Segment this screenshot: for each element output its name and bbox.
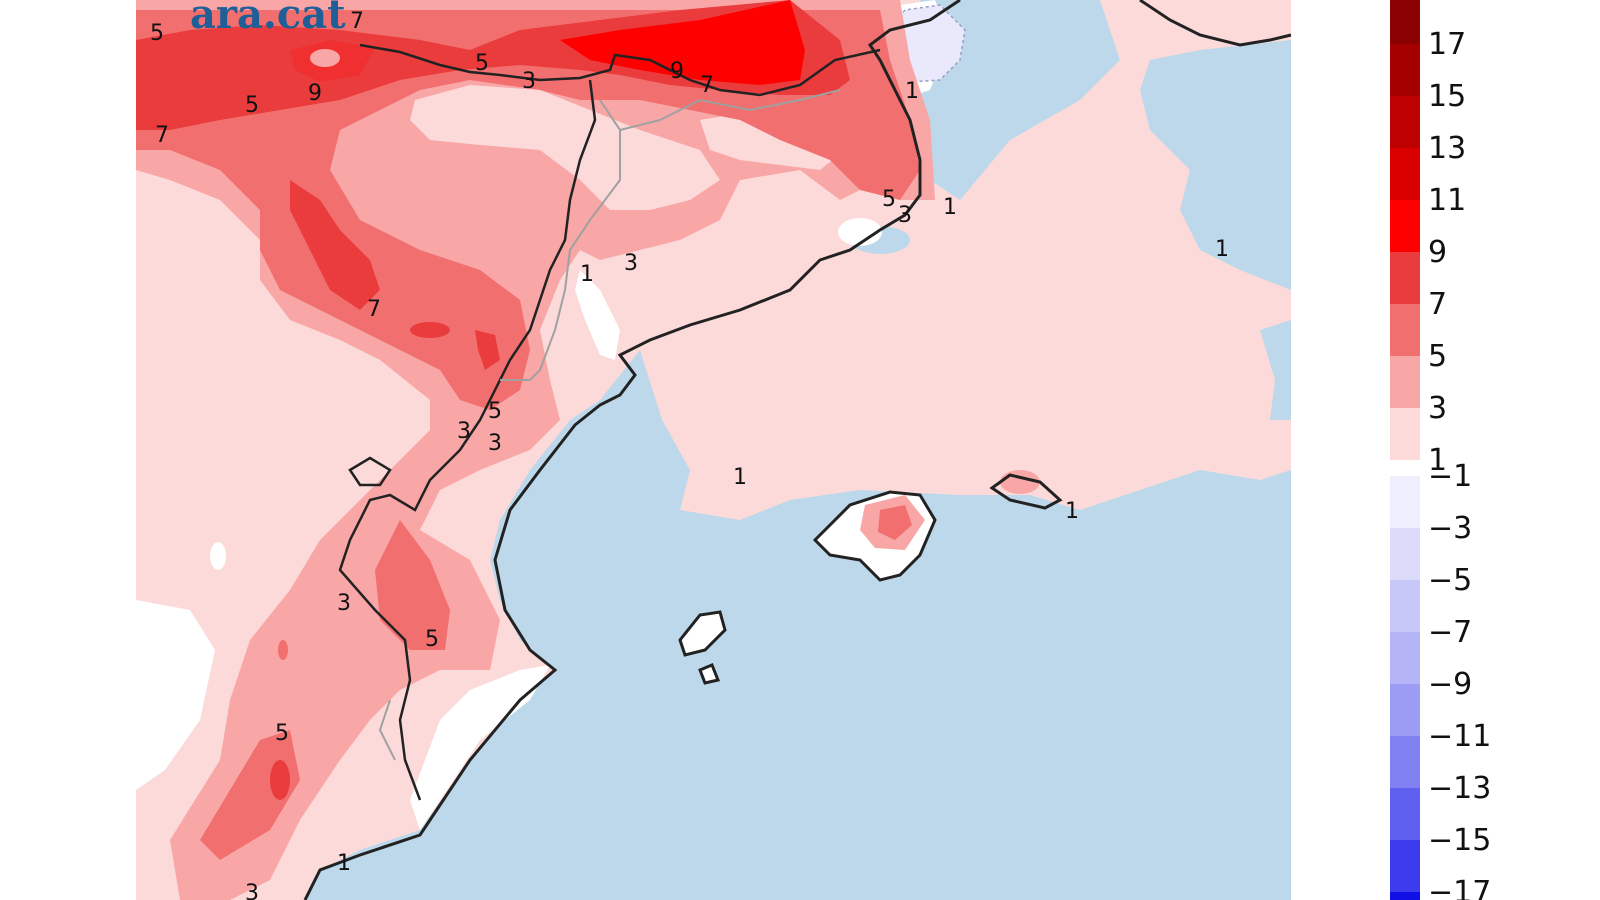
contour-label: 7 [367, 297, 381, 322]
no-change-area-3 [210, 542, 226, 570]
island-menorca [989, 473, 1063, 510]
contour-label: 9 [308, 81, 322, 106]
colorbar-label: 13 [1428, 131, 1466, 166]
colorbar-label: 1 [1428, 443, 1447, 478]
colorbar-swatch [1390, 44, 1420, 96]
colorbar-swatch [1390, 408, 1420, 460]
contour-label: 7 [350, 9, 364, 34]
no-change-area-1 [575, 270, 620, 360]
colorbar-swatch [1390, 580, 1420, 632]
contour-label: 5 [488, 399, 502, 424]
colorbar-label: 15 [1428, 79, 1466, 114]
anomaly-hole-1-3 [410, 85, 720, 210]
contour-label: 1 [1065, 499, 1079, 524]
regional-border-main [338, 79, 597, 801]
colorbar-label: 3 [1428, 391, 1447, 426]
colorbar-swatch [1390, 736, 1420, 788]
no-change-area-2 [136, 600, 215, 790]
sea-area-e [1140, 40, 1291, 290]
anomaly-band-7-9-d [475, 330, 500, 370]
national-border [359, 43, 881, 97]
contour-label: 1 [943, 195, 957, 220]
colorbar-swatch [1390, 200, 1420, 252]
colorbar-swatch [1390, 788, 1420, 840]
colorbar-label: −11 [1428, 719, 1491, 754]
coastline [303, 0, 961, 900]
anomaly-small-hole [310, 49, 340, 67]
contour-label: 7 [700, 73, 714, 98]
colorbar-label: 11 [1428, 183, 1466, 218]
sea-area-e2 [1260, 320, 1291, 420]
colorbar-swatch [1390, 356, 1420, 408]
contour-label: 3 [457, 419, 471, 444]
colorbar-label: −17 [1428, 875, 1491, 900]
contour-label: 1 [905, 79, 919, 104]
map-panel: 5 7 5 3 9 7 5 9 7 1 5 3 1 1 3 1 7 5 3 3 … [136, 0, 1292, 900]
colorbar-swatch [1390, 252, 1420, 304]
contour-label: 5 [245, 93, 259, 118]
colorbar-swatch [1390, 304, 1420, 356]
island-ibiza [678, 610, 727, 657]
anomaly-band-5-7-sw [200, 730, 300, 860]
island-formentera [698, 663, 721, 685]
colorbar-label: 17 [1428, 27, 1466, 62]
contour-label: 3 [245, 881, 259, 900]
contour-label: 3 [624, 251, 638, 276]
colorbar-swatch [1390, 632, 1420, 684]
contour-label: 5 [275, 721, 289, 746]
coastline-ne [1139, 0, 1292, 47]
colorbar-label: 5 [1428, 339, 1447, 374]
contour-label: 3 [522, 69, 536, 94]
regional-border-enclave [348, 456, 392, 487]
colorbar-label: −9 [1428, 667, 1472, 702]
contour-label: 5 [425, 627, 439, 652]
regional-border-secondary [500, 89, 841, 381]
anomaly-band-7-9-c [410, 322, 450, 338]
ara-cat-logo: ara.cat [190, 0, 346, 38]
colorbar-swatch [1390, 476, 1420, 528]
contour-label: 3 [898, 203, 912, 228]
colorbar-swatch [1390, 840, 1420, 892]
colorbar-label: −15 [1428, 823, 1491, 858]
contour-label: 1 [733, 465, 747, 490]
colorbar-swatch [1390, 96, 1420, 148]
colorbar-swatch [1390, 684, 1420, 736]
anomaly-band-5-7-south [375, 520, 450, 650]
contour-labels: 5 7 5 3 9 7 5 9 7 1 5 3 1 1 3 1 7 5 3 3 … [150, 9, 1229, 900]
colorbar: 17 15 13 11 9 7 5 3 1−1 −3 −5 −7 −9 −11 −13 −15 −17 [1390, 0, 1491, 900]
anomaly-band-7-9-e [270, 760, 290, 800]
colorbar-swatch [1390, 148, 1420, 200]
colorbar-label: −5 [1428, 563, 1472, 598]
contour-label: 3 [337, 591, 351, 616]
sea-area [305, 350, 1291, 900]
contour-label: 5 [475, 51, 489, 76]
contour-label: 5 [150, 21, 164, 46]
colorbar-label: −1 [1428, 459, 1472, 494]
anomaly-band-5-7 [136, 10, 920, 410]
colorbar-label: 7 [1428, 287, 1447, 322]
anomaly-small-sw [278, 640, 288, 660]
contour-label: 1 [337, 851, 351, 876]
colorbar-label: 9 [1428, 235, 1447, 270]
island-mallorca-core [878, 505, 912, 540]
colorbar-swatch [1390, 892, 1420, 900]
anomaly-band-7-9-b [290, 180, 380, 310]
contour-label: 7 [155, 123, 169, 148]
anomaly-band-9-11 [560, 0, 805, 85]
regional-border-south [378, 699, 396, 761]
no-change-area-5 [838, 218, 882, 246]
contour-label: 5 [882, 187, 896, 212]
sea-area-ne [910, 0, 1120, 200]
contour-label: 3 [488, 431, 502, 456]
colorbar-label: −7 [1428, 615, 1472, 650]
colorbar-swatch [1390, 0, 1420, 44]
contour-label: 9 [670, 59, 684, 84]
contour-label: 1 [1215, 237, 1229, 262]
colorbar-label: −3 [1428, 511, 1472, 546]
colorbar-swatch [1390, 528, 1420, 580]
contour-label: 1 [580, 262, 594, 287]
colorbar-label: −13 [1428, 771, 1491, 806]
